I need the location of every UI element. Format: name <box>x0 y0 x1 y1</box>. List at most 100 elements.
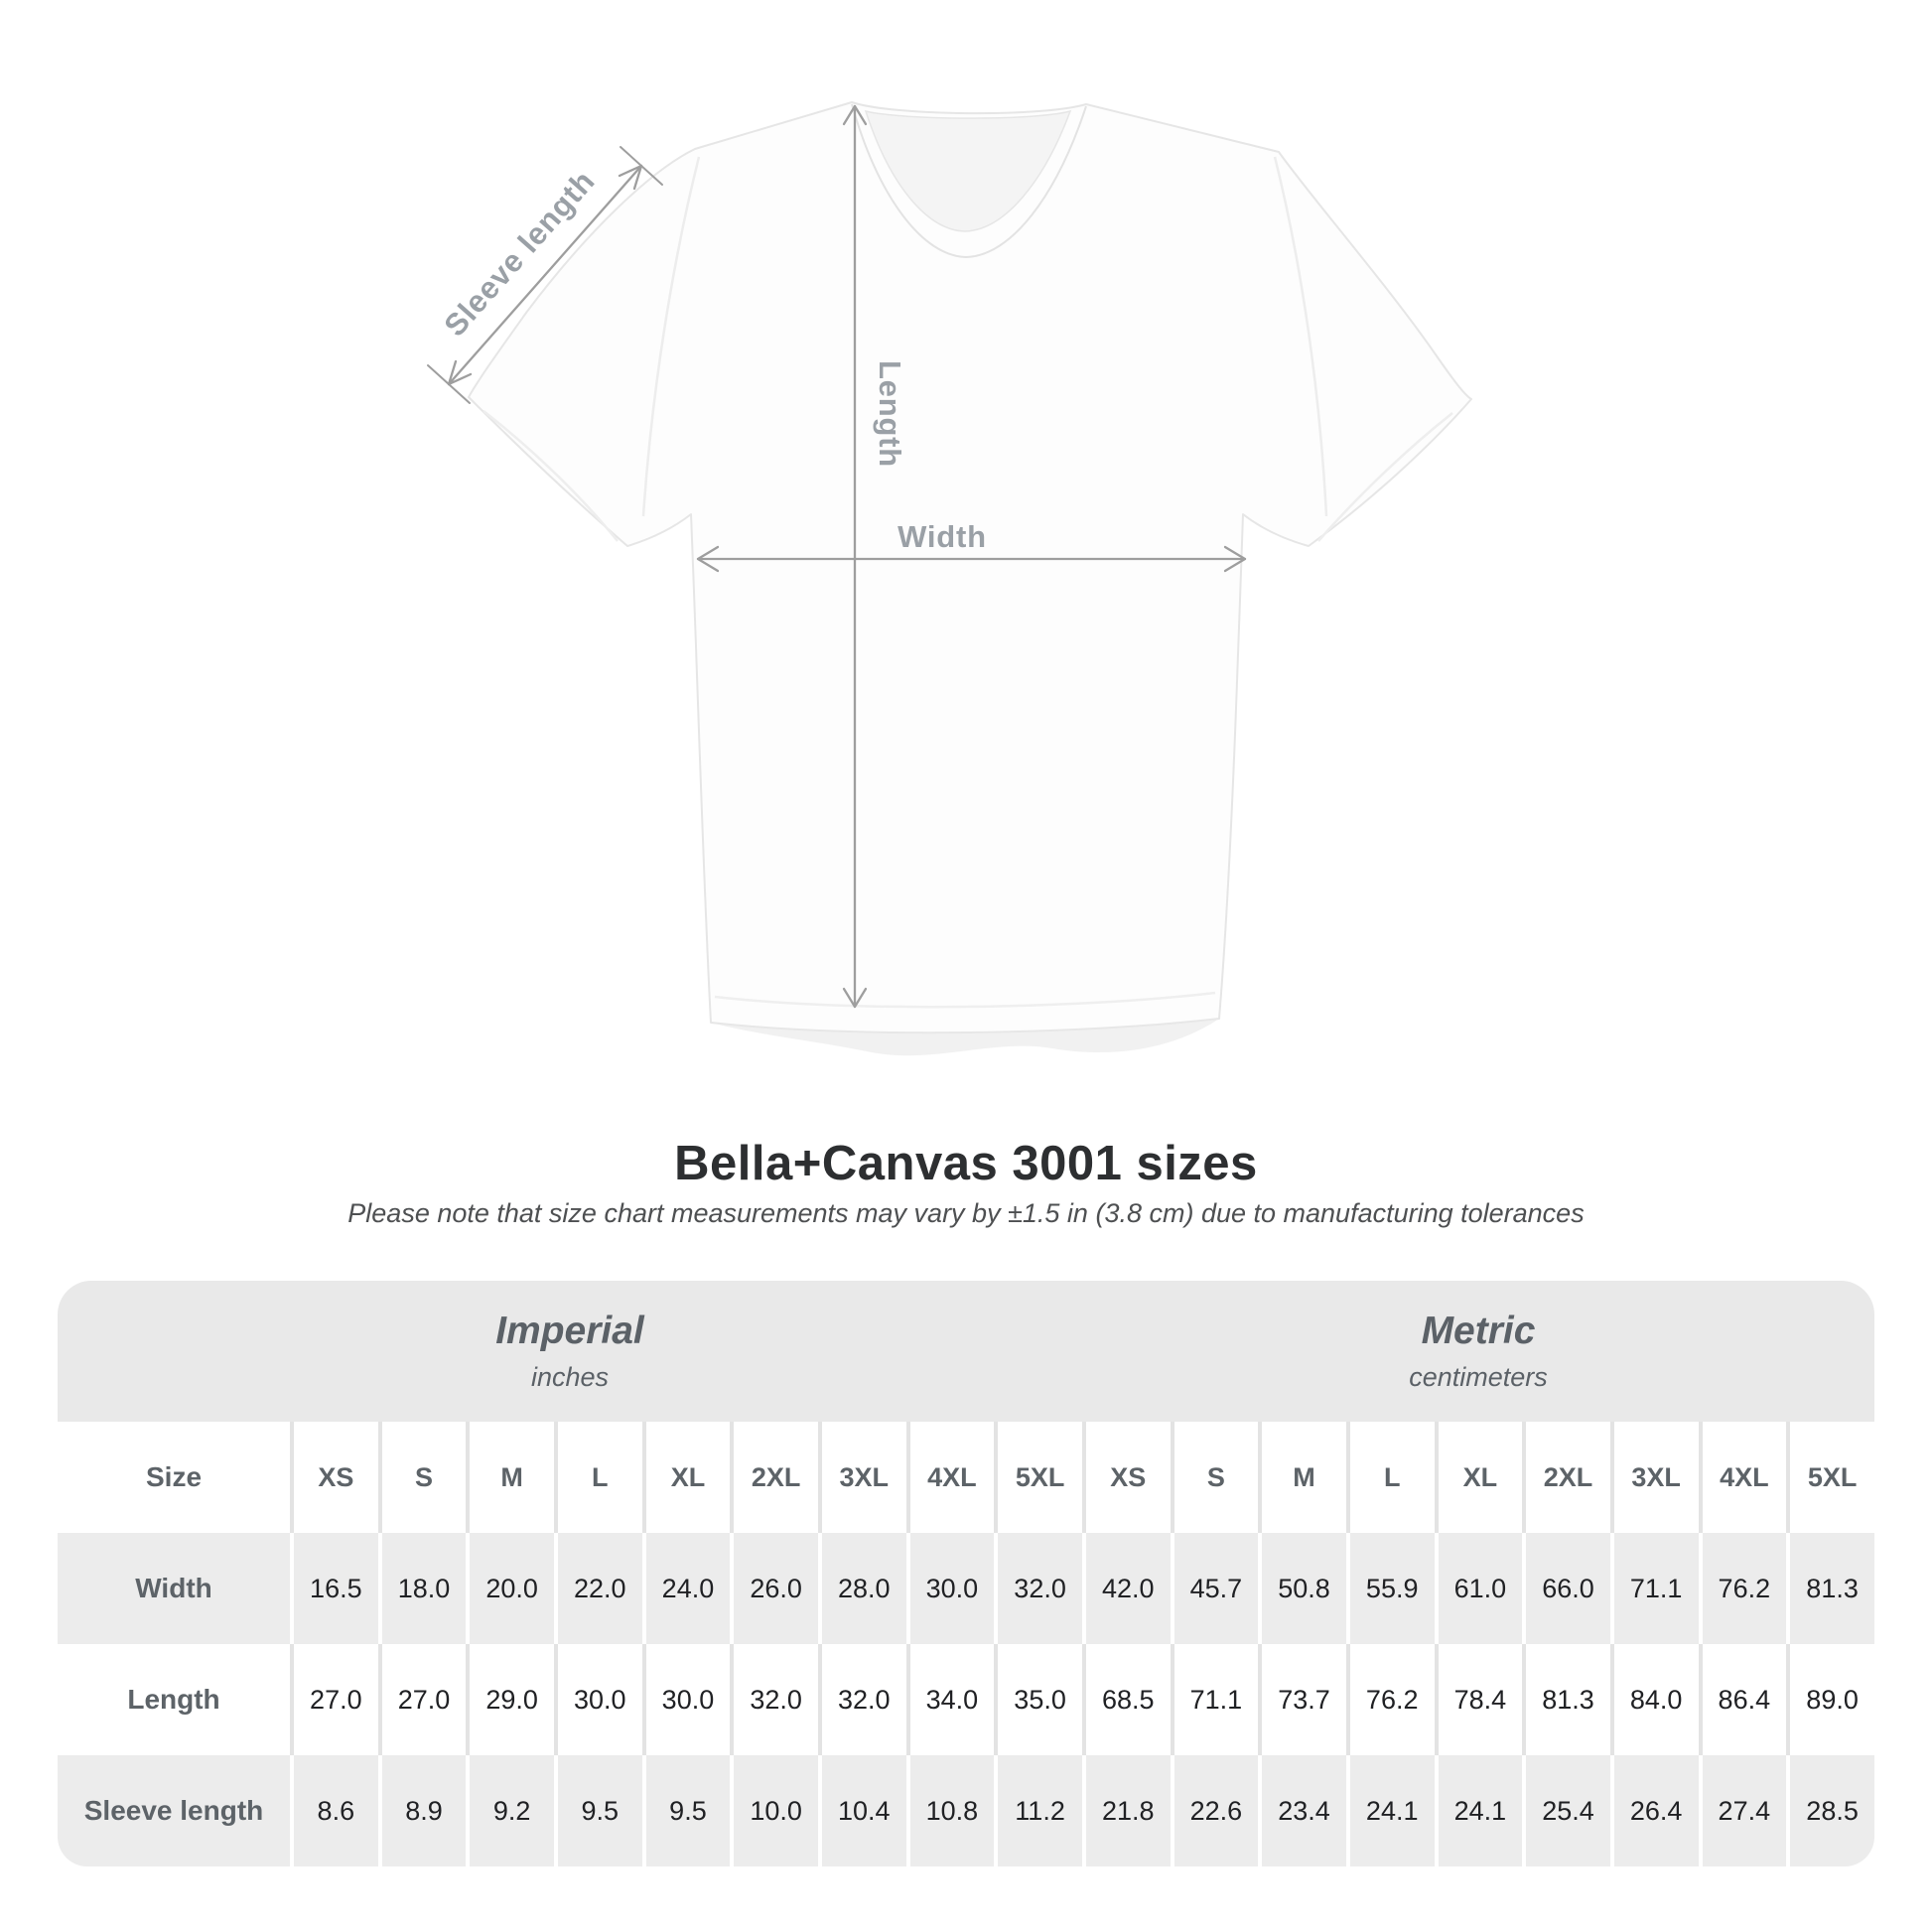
size-chart: Imperial inches Metric centimeters Size X… <box>58 1281 1874 1866</box>
width-label: Width <box>897 519 987 554</box>
tshirt-illustration <box>468 101 1472 1056</box>
row-label-cell: Length <box>58 1644 290 1755</box>
size-col-header-metric: M <box>1258 1422 1346 1533</box>
value-cell-metric: 25.4 <box>1522 1755 1610 1866</box>
value-cell-imperial: 30.0 <box>553 1644 642 1755</box>
value-cell-metric: 50.8 <box>1258 1533 1346 1644</box>
value-cell-imperial: 8.9 <box>377 1755 467 1866</box>
value-cell-metric: 66.0 <box>1522 1533 1610 1644</box>
size-col-header-metric: 4XL <box>1698 1422 1787 1533</box>
value-cell-imperial: 10.8 <box>905 1755 995 1866</box>
right-cuff-crease <box>1317 412 1453 542</box>
size-col-header-metric: S <box>1170 1422 1259 1533</box>
value-cell-imperial: 9.5 <box>553 1755 642 1866</box>
value-cell-metric: 26.4 <box>1609 1755 1699 1866</box>
value-cell-imperial: 20.0 <box>466 1533 554 1644</box>
value-cell-metric: 73.7 <box>1258 1644 1346 1755</box>
size-col-header-imperial: 4XL <box>905 1422 995 1533</box>
length-label: Length <box>873 360 907 468</box>
size-col-header-metric: 5XL <box>1786 1422 1874 1533</box>
metric-label: Metric <box>1421 1310 1536 1352</box>
value-cell-imperial: 27.0 <box>377 1644 467 1755</box>
value-cell-metric: 21.8 <box>1081 1755 1171 1866</box>
measurement-row: Width 16.5 18.0 20.0 22.0 24.0 26.0 28.0 30.0 32.… <box>58 1533 1874 1644</box>
value-cell-metric: 76.2 <box>1345 1644 1435 1755</box>
size-table: Size XS S M L XL 2XL 3XL 4XL 5XL XS S M L XL 2XL 3XL 4XL 5… <box>58 1422 1874 1866</box>
value-cell-imperial: 24.0 <box>641 1533 731 1644</box>
value-cell-metric: 89.0 <box>1786 1644 1874 1755</box>
unit-group-metric: Metric centimeters <box>1082 1281 1874 1422</box>
value-cell-imperial: 32.0 <box>994 1533 1082 1644</box>
width-arrow <box>696 545 1247 573</box>
value-cell-imperial: 30.0 <box>905 1533 995 1644</box>
value-cell-metric: 78.4 <box>1434 1644 1523 1755</box>
size-col-header-metric: 2XL <box>1522 1422 1610 1533</box>
value-cell-imperial: 32.0 <box>730 1644 818 1755</box>
value-cell-metric: 45.7 <box>1170 1533 1259 1644</box>
value-cell-imperial: 10.4 <box>817 1755 906 1866</box>
value-cell-imperial: 27.0 <box>290 1644 378 1755</box>
size-col-header-imperial: 3XL <box>817 1422 906 1533</box>
value-cell-imperial: 8.6 <box>290 1755 378 1866</box>
measurement-row: Sleeve length 8.6 8.9 9.2 9.5 9.5 10.0 10.4 10.8… <box>58 1755 1874 1866</box>
page-title: Bella+Canvas 3001 sizes <box>674 1137 1258 1190</box>
value-cell-imperial: 11.2 <box>994 1755 1082 1866</box>
size-header-cell: Size <box>58 1422 290 1533</box>
size-col-header-metric: XS <box>1081 1422 1171 1533</box>
imperial-label: Imperial <box>495 1310 644 1352</box>
value-cell-imperial: 29.0 <box>466 1644 554 1755</box>
size-col-header-metric: L <box>1345 1422 1435 1533</box>
measurement-row: Length 27.0 27.0 29.0 30.0 30.0 32.0 32.0 34.0 35… <box>58 1644 1874 1755</box>
metric-sublabel: centimeters <box>1409 1362 1548 1392</box>
value-cell-metric: 42.0 <box>1081 1533 1171 1644</box>
size-col-header-imperial: S <box>377 1422 467 1533</box>
value-cell-metric: 81.3 <box>1522 1644 1610 1755</box>
size-col-header-metric: 3XL <box>1609 1422 1699 1533</box>
size-col-header-imperial: XL <box>641 1422 731 1533</box>
left-cuff-crease <box>483 410 619 542</box>
value-cell-imperial: 32.0 <box>817 1644 906 1755</box>
value-cell-metric: 24.1 <box>1345 1755 1435 1866</box>
value-cell-metric: 84.0 <box>1609 1644 1699 1755</box>
sleeve-length-arrow <box>427 146 663 404</box>
tshirt-measurement-diagram: Sleeve length Length Width <box>427 101 1472 1056</box>
size-header-row: Size XS S M L XL 2XL 3XL 4XL 5XL XS S M L XL 2XL 3XL 4XL 5… <box>58 1422 1874 1533</box>
value-cell-imperial: 30.0 <box>641 1644 731 1755</box>
hem-stitch <box>714 991 1216 1009</box>
value-cell-imperial: 28.0 <box>817 1533 906 1644</box>
value-cell-imperial: 16.5 <box>290 1533 378 1644</box>
value-cell-metric: 55.9 <box>1345 1533 1435 1644</box>
value-cell-metric: 81.3 <box>1786 1533 1874 1644</box>
value-cell-imperial: 9.5 <box>641 1755 731 1866</box>
size-col-header-metric: XL <box>1434 1422 1523 1533</box>
collar-opening <box>864 109 1072 232</box>
value-cell-metric: 86.4 <box>1698 1644 1787 1755</box>
value-cell-imperial: 35.0 <box>994 1644 1082 1755</box>
size-col-header-imperial: 2XL <box>730 1422 818 1533</box>
value-cell-imperial: 34.0 <box>905 1644 995 1755</box>
value-cell-metric: 22.6 <box>1170 1755 1259 1866</box>
value-cell-metric: 27.4 <box>1698 1755 1787 1866</box>
collar-seam <box>851 103 1087 259</box>
size-col-header-imperial: L <box>553 1422 642 1533</box>
value-cell-metric: 28.5 <box>1786 1755 1874 1866</box>
imperial-sublabel: inches <box>530 1362 610 1392</box>
value-cell-imperial: 26.0 <box>730 1533 818 1644</box>
hem-shadow <box>711 1019 1219 1056</box>
value-cell-metric: 71.1 <box>1609 1533 1699 1644</box>
row-label-cell: Width <box>58 1533 290 1644</box>
value-cell-metric: 24.1 <box>1434 1755 1523 1866</box>
tshirt-body <box>468 101 1472 1035</box>
dimension-arrows <box>427 104 1247 1009</box>
value-cell-imperial: 9.2 <box>466 1755 554 1866</box>
right-armhole-seam <box>1273 156 1328 517</box>
value-cell-metric: 61.0 <box>1434 1533 1523 1644</box>
page-subtitle: Please note that size chart measurements… <box>347 1198 1585 1228</box>
size-col-header-imperial: XS <box>290 1422 378 1533</box>
value-cell-metric: 68.5 <box>1081 1644 1171 1755</box>
value-cell-imperial: 22.0 <box>553 1533 642 1644</box>
size-col-header-imperial: M <box>466 1422 554 1533</box>
value-cell-metric: 76.2 <box>1698 1533 1787 1644</box>
row-label-cell: Sleeve length <box>58 1755 290 1866</box>
